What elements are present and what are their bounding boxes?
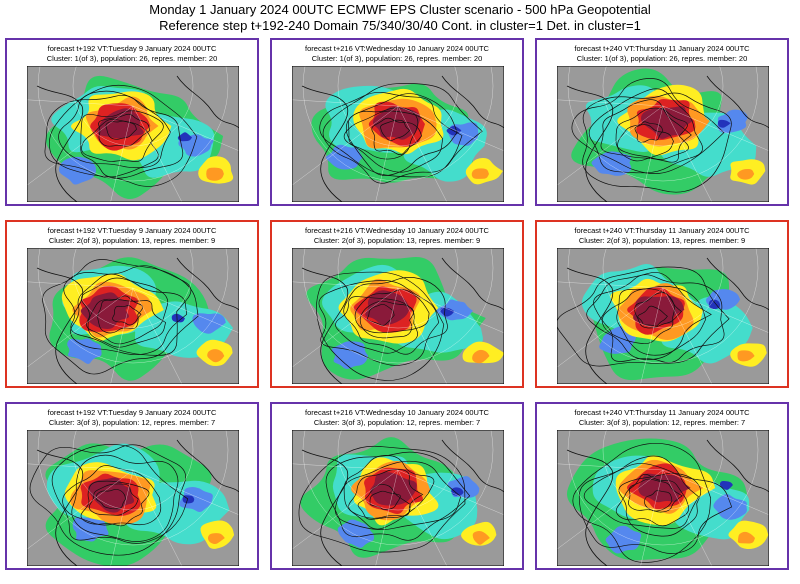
- panel-label: forecast t+216 VT:Wednesday 10 January 2…: [305, 408, 489, 427]
- panel-cluster2-t192[interactable]: forecast t+192 VT:Tuesday 9 January 2024…: [5, 220, 259, 388]
- panel-label: forecast t+192 VT:Tuesday 9 January 2024…: [47, 408, 217, 427]
- geopotential-map: [292, 248, 504, 384]
- panel-cluster2-t240[interactable]: forecast t+240 VT:Thursday 11 January 20…: [535, 220, 789, 388]
- panel-label: forecast t+192 VT:Tuesday 9 January 2024…: [47, 226, 217, 245]
- panel-cluster1-t192[interactable]: forecast t+192 VT:Tuesday 9 January 2024…: [5, 38, 259, 206]
- geopotential-map: [557, 430, 769, 566]
- panel-cluster3-t192[interactable]: forecast t+192 VT:Tuesday 9 January 2024…: [5, 402, 259, 570]
- geopotential-map: [557, 248, 769, 384]
- geopotential-map: [292, 430, 504, 566]
- panel-label: forecast t+216 VT:Wednesday 10 January 2…: [305, 226, 489, 245]
- geopotential-map: [27, 430, 239, 566]
- geopotential-map: [27, 248, 239, 384]
- geopotential-map: [292, 66, 504, 202]
- geopotential-map: [557, 66, 769, 202]
- geopotential-map: [27, 66, 239, 202]
- panel-label: forecast t+216 VT:Wednesday 10 January 2…: [305, 44, 489, 63]
- panel-cluster2-t216[interactable]: forecast t+216 VT:Wednesday 10 January 2…: [270, 220, 524, 388]
- panel-label: forecast t+240 VT:Thursday 11 January 20…: [574, 44, 750, 63]
- page-title-line1: Monday 1 January 2024 00UTC ECMWF EPS Cl…: [149, 2, 651, 17]
- panel-cluster3-t216[interactable]: forecast t+216 VT:Wednesday 10 January 2…: [270, 402, 524, 570]
- page-title-line2: Reference step t+192-240 Domain 75/340/3…: [159, 18, 641, 33]
- panel-label: forecast t+240 VT:Thursday 11 January 20…: [574, 226, 750, 245]
- panel-label: forecast t+240 VT:Thursday 11 January 20…: [574, 408, 750, 427]
- panel-cluster3-t240[interactable]: forecast t+240 VT:Thursday 11 January 20…: [535, 402, 789, 570]
- panel-cluster1-t216[interactable]: forecast t+216 VT:Wednesday 10 January 2…: [270, 38, 524, 206]
- panel-label: forecast t+192 VT:Tuesday 9 January 2024…: [46, 44, 218, 63]
- panel-cluster1-t240[interactable]: forecast t+240 VT:Thursday 11 January 20…: [535, 38, 789, 206]
